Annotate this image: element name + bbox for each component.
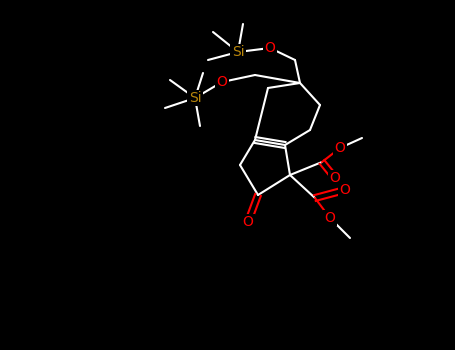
Text: O: O — [264, 41, 275, 55]
Text: O: O — [324, 211, 335, 225]
Text: O: O — [329, 171, 340, 185]
Text: O: O — [334, 141, 345, 155]
Text: O: O — [243, 215, 253, 229]
Text: Si: Si — [189, 91, 201, 105]
Text: O: O — [339, 183, 350, 197]
Text: Si: Si — [232, 45, 244, 59]
Text: O: O — [217, 75, 228, 89]
